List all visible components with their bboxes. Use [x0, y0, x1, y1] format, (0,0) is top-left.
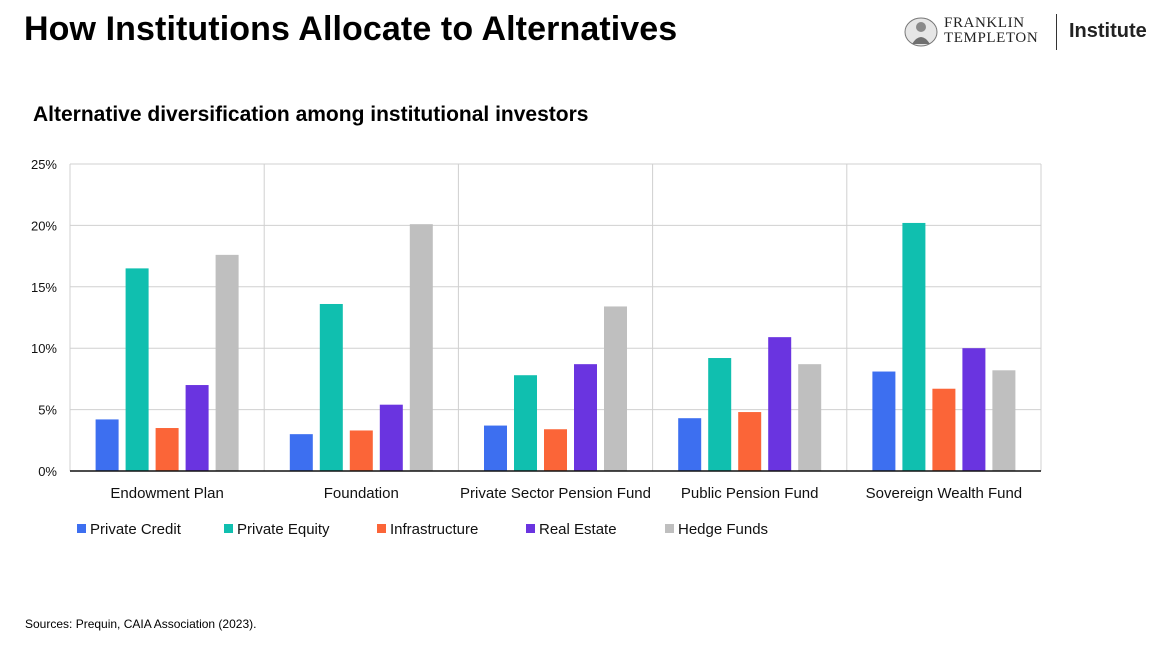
legend-swatch	[526, 524, 535, 533]
bar	[155, 428, 179, 471]
bar	[768, 337, 792, 471]
bar	[574, 364, 597, 471]
logo-line-1: FRANKLIN	[944, 15, 1025, 31]
legend-label: Private Credit	[90, 521, 182, 538]
bar	[349, 430, 373, 471]
bar	[678, 418, 702, 471]
legend-swatch	[665, 524, 674, 533]
logo-wordmark: FRANKLIN TEMPLETON	[944, 16, 1038, 46]
category-label: Foundation	[324, 485, 399, 502]
source-note: Sources: Prequin, CAIA Association (2023…	[25, 617, 257, 631]
y-tick-label: 25%	[31, 157, 57, 172]
bar	[215, 254, 239, 471]
legend-label: Hedge Funds	[678, 521, 768, 538]
legend-label: Private Equity	[237, 521, 330, 538]
y-tick-label: 15%	[31, 280, 57, 295]
bar	[319, 303, 343, 471]
bar	[125, 268, 149, 471]
logo-line-2: TEMPLETON	[944, 30, 1039, 46]
category-label: Endowment Plan	[110, 485, 223, 502]
legend-swatch	[377, 524, 386, 533]
bar	[932, 388, 956, 471]
bar	[604, 306, 627, 471]
bar	[95, 419, 119, 471]
legend-label: Real Estate	[539, 521, 617, 538]
bar	[379, 404, 403, 471]
bar	[409, 224, 433, 471]
bar	[798, 364, 822, 471]
bar	[902, 222, 926, 471]
category-label: Public Pension Fund	[681, 485, 819, 502]
franklin-templeton-logo: FRANKLIN TEMPLETON Institute	[904, 14, 1154, 50]
bar	[484, 425, 507, 471]
logo-divider	[1056, 14, 1057, 50]
chart-title: Alternative diversification among instit…	[33, 103, 589, 126]
page-title: How Institutions Allocate to Alternative…	[24, 10, 678, 48]
bar	[514, 375, 537, 471]
bar	[992, 370, 1016, 471]
bar	[185, 385, 209, 471]
y-tick-label: 5%	[38, 403, 57, 418]
y-tick-label: 0%	[38, 464, 57, 479]
y-tick-label: 20%	[31, 218, 57, 233]
bar	[544, 429, 567, 471]
bar	[738, 412, 762, 471]
bar	[962, 348, 986, 471]
bar	[708, 358, 732, 471]
logo-institute-label: Institute	[1069, 20, 1147, 42]
bar	[289, 434, 313, 471]
bar	[872, 371, 896, 471]
category-label: Private Sector Pension Fund	[460, 485, 651, 502]
legend-swatch	[224, 524, 233, 533]
legend-label: Infrastructure	[390, 521, 478, 538]
franklin-seal-icon	[904, 17, 938, 47]
y-tick-label: 10%	[31, 341, 57, 356]
category-label: Sovereign Wealth Fund	[866, 485, 1022, 502]
legend-swatch	[77, 524, 86, 533]
